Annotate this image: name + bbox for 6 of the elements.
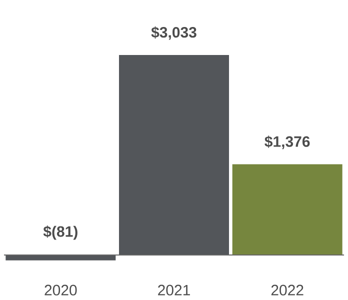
data-label: $1,376 xyxy=(264,136,310,150)
x-tick-label: 2022 xyxy=(271,284,304,296)
data-label: $(81) xyxy=(43,226,78,240)
data-label: $3,033 xyxy=(151,26,196,40)
x-tick-label: 2021 xyxy=(158,284,190,296)
x-tick-label: 2020 xyxy=(44,284,77,296)
